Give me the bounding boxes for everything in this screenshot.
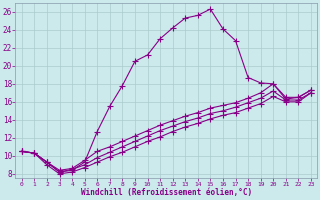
- X-axis label: Windchill (Refroidissement éolien,°C): Windchill (Refroidissement éolien,°C): [81, 188, 252, 197]
